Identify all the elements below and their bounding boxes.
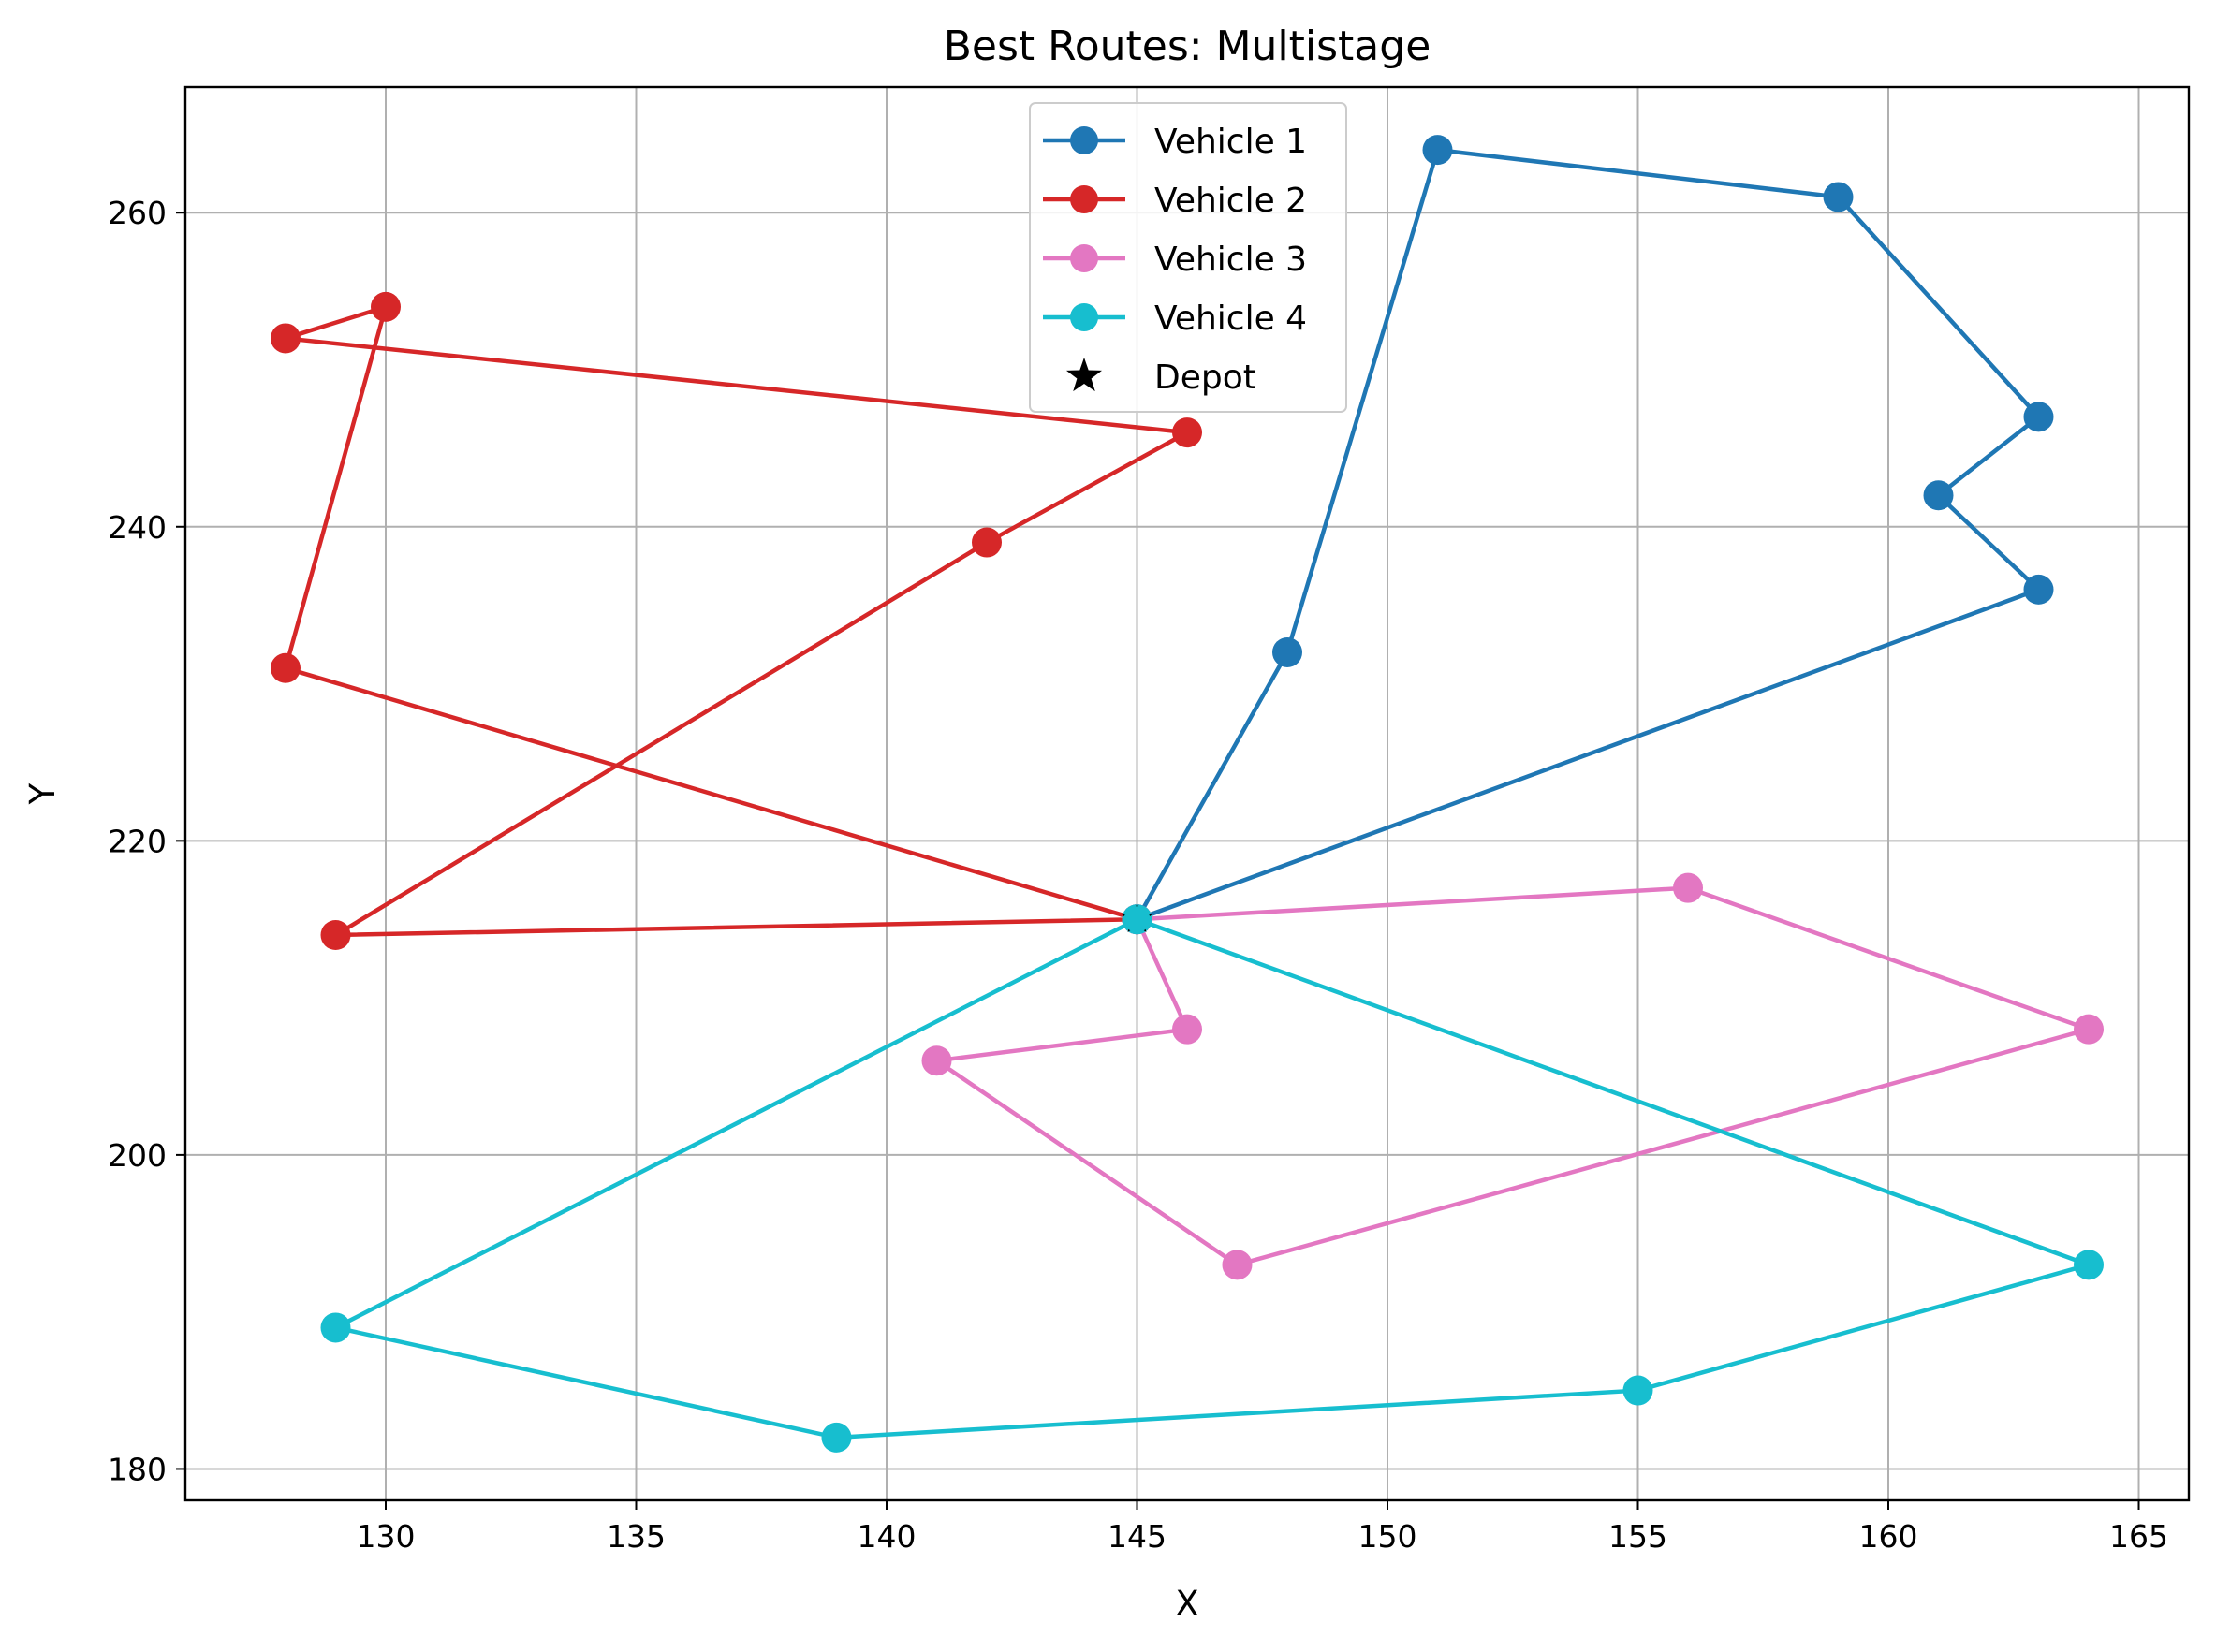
x-tick-label: 135	[607, 1518, 666, 1555]
route-point	[1222, 1250, 1253, 1280]
legend-box	[1029, 102, 1347, 413]
legend-label: Vehicle 2	[1154, 182, 1307, 220]
route-point	[1422, 135, 1453, 166]
route-line	[1135, 147, 2041, 922]
y-tick-label: 220	[108, 823, 167, 859]
route-point	[371, 291, 401, 322]
depot-overlay-point	[1123, 906, 1151, 933]
x-tick-label: 140	[858, 1518, 917, 1555]
legend-marker	[1070, 244, 1098, 272]
route-point	[921, 1045, 952, 1076]
y-tick-label: 180	[108, 1451, 167, 1487]
route-point	[1172, 417, 1202, 448]
legend-star	[1065, 358, 1103, 392]
legend-label: Vehicle 1	[1154, 123, 1307, 161]
legend-marker	[1070, 126, 1098, 154]
route-point	[320, 920, 351, 950]
route-point	[320, 1312, 351, 1343]
legend-entry: Vehicle 1	[1043, 123, 1307, 161]
y-tick-label: 260	[108, 195, 167, 231]
route-line	[333, 917, 2091, 1440]
x-axis-title: X	[1175, 1584, 1198, 1624]
legend-marker	[1070, 185, 1098, 213]
y-tick-label: 240	[108, 509, 167, 546]
legend-entry: Vehicle 3	[1043, 241, 1307, 279]
route-line	[283, 304, 1190, 938]
route-point	[1272, 637, 1302, 667]
route-point	[1923, 480, 1954, 511]
x-tick-label: 165	[2109, 1518, 2168, 1555]
chart-title: Best Routes: Multistage	[944, 22, 1431, 70]
plot-frame	[183, 85, 2191, 1502]
legend: Vehicle 1 Vehicle 2 Vehicle 3 Vehicle 4 Depo…	[1029, 102, 1347, 413]
x-tick-label: 130	[357, 1518, 416, 1555]
legend-label: Vehicle 3	[1154, 241, 1307, 279]
route-point	[1823, 182, 1854, 212]
route-point	[271, 323, 301, 354]
legend-label: Vehicle 4	[1154, 300, 1307, 338]
series-vehicle-2	[271, 291, 1202, 950]
route-point	[2023, 574, 2054, 605]
x-tick-label: 155	[1608, 1518, 1667, 1555]
y-tick-label: 200	[108, 1137, 167, 1174]
x-tick-label: 150	[1358, 1518, 1417, 1555]
axis-ticks: 130 135 140 145 150 155 160 165 180 200 220 240 260	[108, 195, 2168, 1555]
route-point	[2074, 1250, 2104, 1280]
legend-label: Depot	[1154, 358, 1256, 397]
legend-marker	[1070, 303, 1098, 331]
x-tick-label: 145	[1108, 1518, 1167, 1555]
route-point	[1673, 872, 1703, 903]
route-point	[2023, 402, 2054, 432]
x-tick-label: 160	[1859, 1518, 1918, 1555]
route-point	[972, 527, 1002, 558]
route-point	[1622, 1375, 1653, 1406]
grid	[185, 87, 2189, 1500]
legend-entry: Vehicle 2	[1043, 182, 1307, 220]
route-point	[271, 652, 301, 683]
y-axis-title: Y	[22, 782, 63, 805]
legend-entry: Depot	[1065, 358, 1256, 397]
route-point	[1172, 1014, 1202, 1045]
route-point	[2074, 1014, 2104, 1045]
series-layer	[271, 135, 2104, 1453]
legend-entry: Vehicle 4	[1043, 300, 1307, 338]
route-point	[821, 1422, 852, 1453]
